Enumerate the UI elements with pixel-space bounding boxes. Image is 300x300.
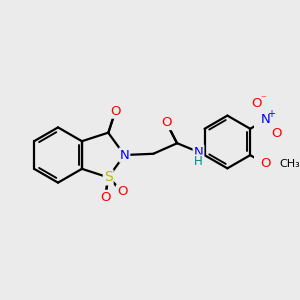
Text: N: N (261, 113, 271, 126)
Text: O: O (260, 158, 271, 170)
Text: +: + (267, 109, 275, 119)
Text: N: N (194, 146, 203, 158)
Text: O: O (100, 191, 111, 204)
Text: ⁻: ⁻ (261, 94, 266, 104)
Text: CH₃: CH₃ (279, 159, 300, 169)
Text: N: N (120, 148, 129, 161)
Text: S: S (104, 170, 112, 184)
Text: O: O (117, 185, 128, 198)
Text: O: O (272, 127, 282, 140)
Text: O: O (110, 105, 120, 118)
Text: O: O (161, 116, 172, 129)
Text: O: O (251, 97, 262, 110)
Text: H: H (194, 155, 203, 168)
